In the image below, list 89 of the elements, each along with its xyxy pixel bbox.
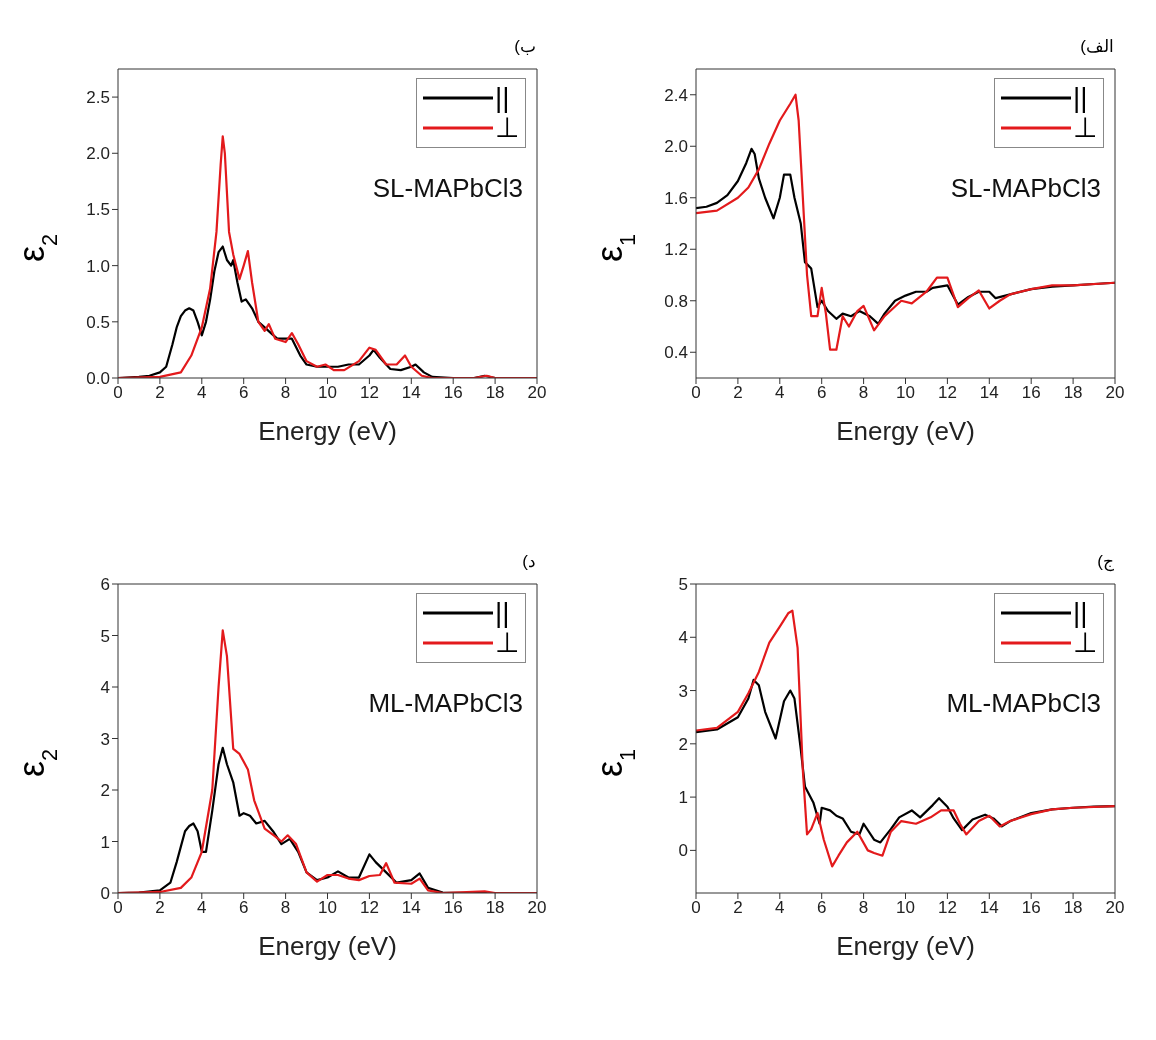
x-tick-label: 14 (401, 383, 421, 403)
x-tick-label: 4 (197, 383, 207, 403)
x-tick-label: 2 (733, 383, 743, 403)
x-tick-label: 16 (1021, 383, 1041, 403)
x-tick-label: 6 (238, 898, 249, 918)
y-tick-label: 0 (100, 884, 110, 904)
x-tick-label: 2 (733, 898, 743, 918)
legend-label: || (1073, 597, 1088, 628)
y-tick-label: 1 (100, 832, 110, 852)
x-tick-label: 20 (527, 898, 547, 918)
y-tick-label: 6 (100, 575, 110, 595)
x-tick-label: 6 (816, 383, 827, 403)
y-tick-label: 5 (100, 626, 110, 646)
y-tick-label: 2.0 (86, 144, 110, 164)
x-axis-title: Energy (eV) (258, 931, 397, 961)
y-tick-label: 1.2 (664, 240, 688, 260)
x-tick-label: 2 (155, 898, 165, 918)
x-tick-label: 0 (691, 383, 701, 403)
x-tick-label: 4 (197, 898, 207, 918)
annotation: SL-MAPbCl3 (950, 173, 1101, 204)
y-tick-label: 0.5 (86, 312, 110, 332)
y-tick-label: 4 (678, 628, 688, 648)
legend-label: || (495, 82, 510, 113)
x-tick-label: 18 (485, 898, 505, 918)
x-axis-title: Energy (eV) (836, 416, 975, 446)
x-tick-label: 10 (896, 898, 915, 918)
x-tick-label: 14 (979, 898, 999, 918)
x-tick-label: 6 (238, 383, 249, 403)
x-tick-label: 10 (318, 383, 337, 403)
x-tick-label: 16 (443, 898, 463, 918)
x-tick-label: 14 (401, 898, 421, 918)
chart-title: ب) (514, 36, 536, 57)
annotation: ML-MAPbCl3 (946, 688, 1101, 719)
x-tick-label: 20 (1105, 898, 1125, 918)
x-tick-label: 10 (318, 898, 337, 918)
y-tick-label: 1.6 (664, 188, 688, 208)
x-tick-label: 16 (1021, 898, 1041, 918)
x-tick-label: 12 (359, 383, 379, 403)
y-tick-label: 1.5 (86, 200, 110, 220)
x-axis-title: Energy (eV) (836, 931, 975, 961)
x-tick-label: 0 (113, 383, 123, 403)
y-tick-label: 0.8 (664, 291, 688, 311)
y-tick-label: 2 (678, 734, 688, 754)
y-tick-label: 0.0 (86, 369, 110, 389)
x-tick-label: 16 (443, 383, 463, 403)
chart-title: الف) (1080, 36, 1114, 57)
y-tick-label: 1.0 (86, 256, 110, 276)
x-tick-label: 12 (937, 383, 957, 403)
x-tick-label: 20 (527, 383, 547, 403)
legend-label: ⊥ (1073, 112, 1097, 143)
x-tick-label: 8 (858, 898, 869, 918)
x-tick-label: 12 (937, 898, 957, 918)
x-tick-label: 12 (359, 898, 379, 918)
y-tick-label: 1 (678, 788, 688, 808)
x-tick-label: 2 (155, 383, 165, 403)
x-tick-label: 10 (896, 383, 915, 403)
x-tick-label: 0 (691, 898, 701, 918)
legend-label: ⊥ (495, 627, 519, 658)
x-tick-label: 8 (858, 383, 869, 403)
x-tick-label: 4 (775, 898, 785, 918)
y-tick-label: 4 (100, 678, 110, 698)
x-axis-title: Energy (eV) (258, 416, 397, 446)
y-tick-label: 3 (678, 681, 688, 701)
chart-title: د) (522, 551, 536, 572)
chart-title: ج) (1097, 551, 1114, 572)
y-tick-label: 2.5 (86, 88, 110, 108)
y-tick-label: 0 (678, 841, 688, 861)
y-tick-label: 2.0 (664, 137, 688, 157)
x-tick-label: 6 (816, 898, 827, 918)
y-tick-label: 3 (100, 729, 110, 749)
x-tick-label: 18 (485, 383, 505, 403)
y-tick-label: 0.4 (664, 343, 688, 363)
x-tick-label: 18 (1063, 898, 1083, 918)
legend-label: || (1073, 82, 1088, 113)
y-tick-label: 5 (678, 575, 688, 595)
legend-label: ⊥ (1073, 627, 1097, 658)
x-tick-label: 18 (1063, 383, 1083, 403)
x-tick-label: 20 (1105, 383, 1125, 403)
annotation: SL-MAPbCl3 (372, 173, 523, 204)
y-tick-label: 2.4 (664, 85, 688, 105)
x-tick-label: 14 (979, 383, 999, 403)
x-tick-label: 4 (775, 383, 785, 403)
legend-label: || (495, 597, 510, 628)
x-tick-label: 0 (113, 898, 123, 918)
legend-label: ⊥ (495, 112, 519, 143)
annotation: ML-MAPbCl3 (368, 688, 523, 719)
y-tick-label: 2 (100, 781, 110, 801)
x-tick-label: 8 (280, 898, 291, 918)
x-tick-label: 8 (280, 383, 291, 403)
